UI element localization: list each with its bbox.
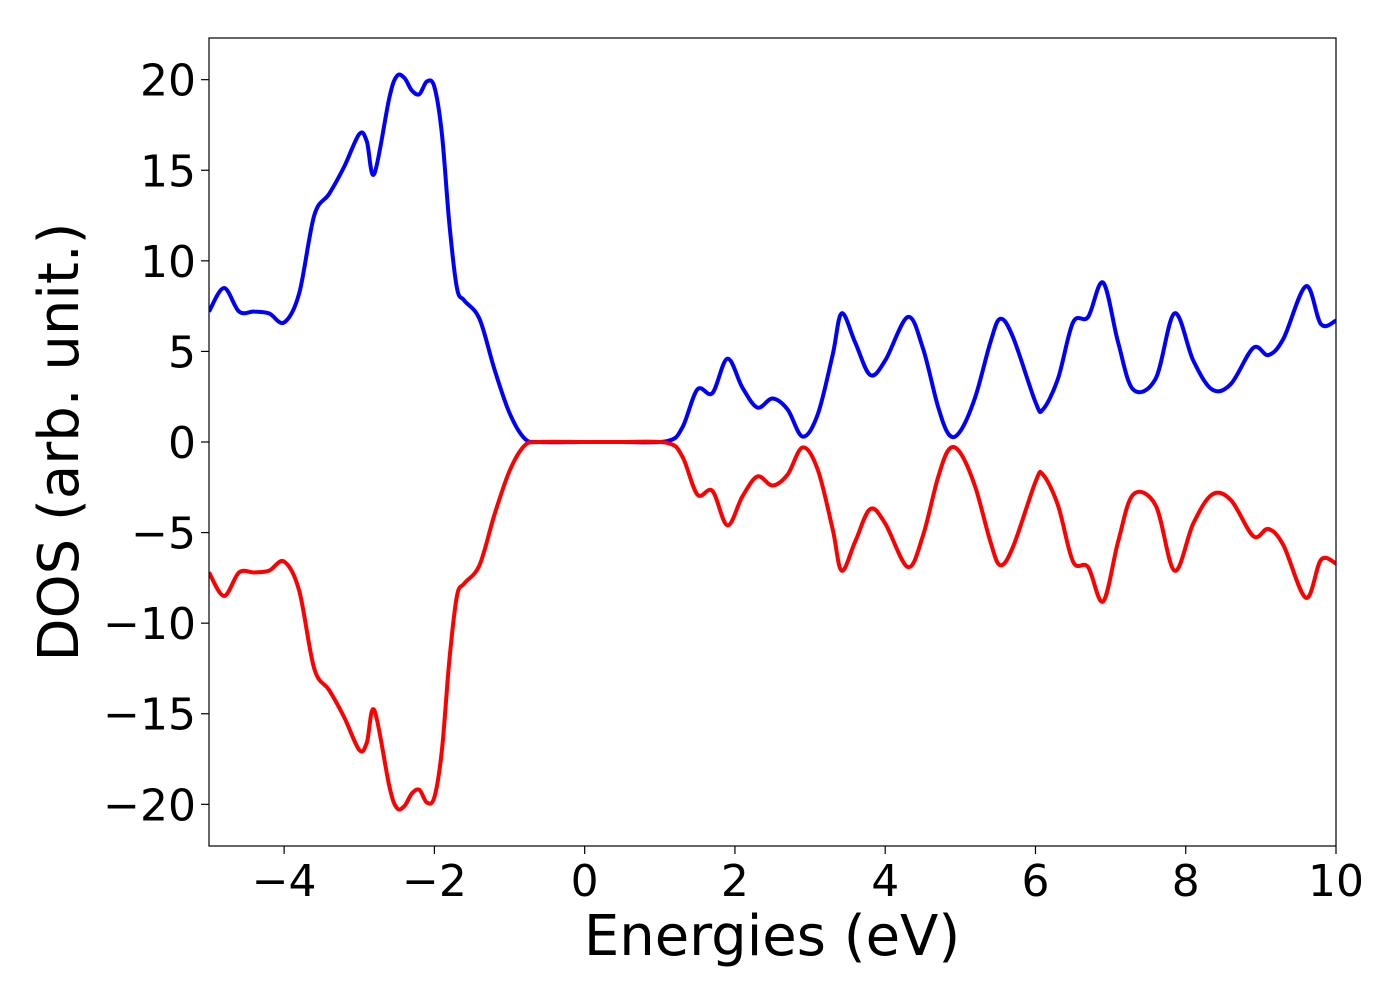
y-tick-label: 10: [140, 237, 196, 288]
series-line-red: [209, 439, 1336, 812]
y-tick-label: 5: [168, 327, 196, 378]
x-tick-label: −2: [402, 856, 467, 907]
x-tick-label: 10: [1308, 856, 1364, 907]
y-axis-label: DOS (arb. unit.): [27, 222, 92, 661]
x-tick-label: 4: [871, 856, 899, 907]
x-tick-label: 6: [1021, 856, 1049, 907]
x-tick-label: 8: [1172, 856, 1200, 907]
y-axis: −20 −15 −10 −5 0 5 10 15 20: [103, 56, 209, 831]
x-axis-label: Energies (eV): [584, 904, 960, 969]
y-tick-label: 0: [168, 418, 196, 469]
x-axis: −4 −2 0 2 4 6 8 10: [252, 846, 1364, 907]
x-tick-label: −4: [252, 856, 317, 907]
y-tick-label: −15: [103, 690, 196, 741]
y-tick-label: 15: [140, 146, 196, 197]
x-tick-label: 2: [721, 856, 749, 907]
series-group: [209, 72, 1336, 812]
y-tick-label: −10: [103, 599, 196, 650]
x-tick-label: 0: [571, 856, 599, 907]
series-line-blue: [209, 72, 1336, 445]
y-tick-label: −20: [103, 780, 196, 831]
y-tick-label: −5: [131, 509, 196, 560]
y-tick-label: 20: [140, 56, 196, 107]
